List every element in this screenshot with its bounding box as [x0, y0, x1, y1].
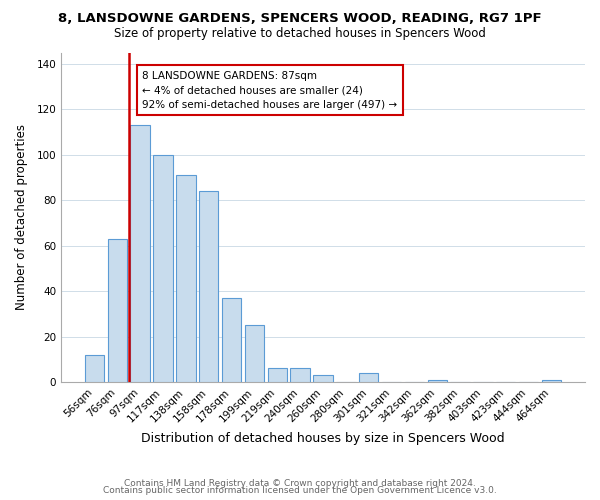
Text: 8, LANSDOWNE GARDENS, SPENCERS WOOD, READING, RG7 1PF: 8, LANSDOWNE GARDENS, SPENCERS WOOD, REA… — [58, 12, 542, 26]
Bar — [199, 191, 218, 382]
Text: Contains HM Land Registry data © Crown copyright and database right 2024.: Contains HM Land Registry data © Crown c… — [124, 478, 476, 488]
Bar — [85, 354, 104, 382]
Bar — [313, 375, 332, 382]
Bar — [290, 368, 310, 382]
Bar — [542, 380, 561, 382]
X-axis label: Distribution of detached houses by size in Spencers Wood: Distribution of detached houses by size … — [141, 432, 505, 445]
Text: 8 LANSDOWNE GARDENS: 87sqm
← 4% of detached houses are smaller (24)
92% of semi-: 8 LANSDOWNE GARDENS: 87sqm ← 4% of detac… — [142, 70, 398, 110]
Text: Size of property relative to detached houses in Spencers Wood: Size of property relative to detached ho… — [114, 28, 486, 40]
Y-axis label: Number of detached properties: Number of detached properties — [15, 124, 28, 310]
Bar — [268, 368, 287, 382]
Bar — [154, 154, 173, 382]
Bar — [245, 325, 264, 382]
Bar — [222, 298, 241, 382]
Bar — [107, 239, 127, 382]
Bar — [176, 175, 196, 382]
Bar — [428, 380, 447, 382]
Bar — [359, 373, 379, 382]
Bar — [130, 125, 150, 382]
Text: Contains public sector information licensed under the Open Government Licence v3: Contains public sector information licen… — [103, 486, 497, 495]
